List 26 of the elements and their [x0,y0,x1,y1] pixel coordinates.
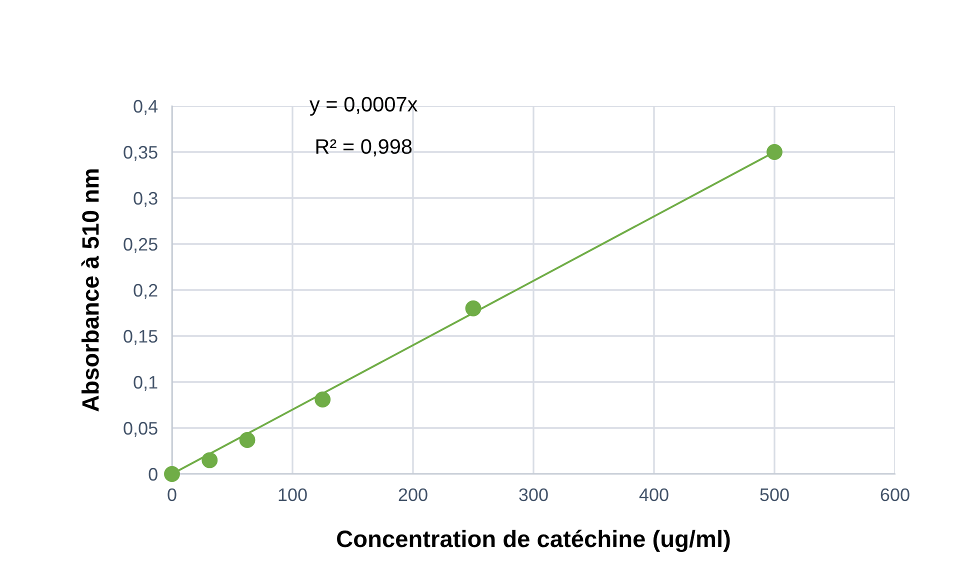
x-tick-label: 500 [760,488,789,502]
point [164,466,180,482]
point [465,300,482,316]
annotation: R² = 0,998 [316,139,412,156]
y-tick-label: 0,4 [134,100,158,115]
point [314,392,331,408]
point [239,432,256,448]
y-tick-label: 0,25 [124,238,158,253]
y-axis-title: Absorbance à 510 nm [81,169,99,412]
y-tick-label: 0,35 [124,146,158,161]
x-tick-label: 600 [880,488,910,502]
y-tick-label: 0,2 [134,284,158,299]
y-tick-label: 0,05 [124,422,158,437]
x-tick-label: 200 [398,488,428,502]
x-tick-label: 0 [168,488,176,502]
x-tick-label: 400 [639,488,668,502]
point [202,452,218,468]
y-tick-label: 0,3 [134,192,158,207]
y-tick-label: 0 [148,468,158,481]
x-axis-title: Concentration de catéchine (ug/ml) [337,530,730,552]
x-tick-label: 300 [519,488,548,502]
annotation: y = 0,0007x [310,96,418,116]
point [766,144,782,160]
x-tick-label: 100 [278,488,307,502]
y-tick-label: 0,15 [124,330,158,345]
y-tick-label: 0,1 [134,376,158,391]
